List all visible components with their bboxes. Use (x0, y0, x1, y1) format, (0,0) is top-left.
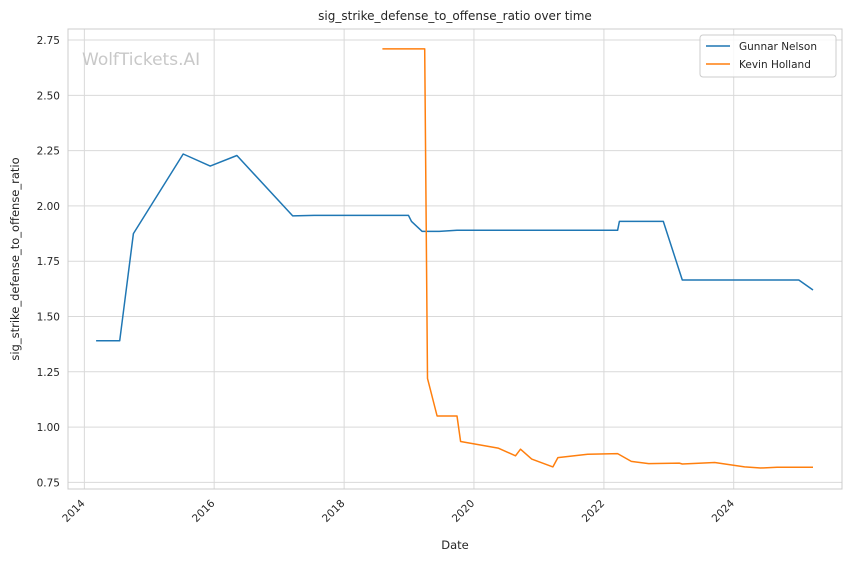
legend-label-gunnar-nelson: Gunnar Nelson (739, 41, 817, 53)
chart-title: sig_strike_defense_to_offense_ratio over… (318, 9, 592, 23)
legend-label-kevin-holland: Kevin Holland (739, 59, 811, 71)
legend-box (699, 34, 837, 78)
y-axis: 0.75 1.00 1.25 1.50 1.75 2.00 2.25 2.50 2.75 (37, 35, 60, 489)
series-layer (96, 48, 814, 469)
series-line-gunnar-nelson (96, 153, 814, 342)
watermark-text: WolfTickets.AI (82, 50, 200, 70)
series-line-kevin-holland (382, 48, 813, 469)
y-axis-label: sig_strike_defense_to_offense_ratio (8, 157, 22, 360)
y-tick-label: 1.00 (37, 422, 60, 434)
x-axis-label: Date (441, 538, 469, 552)
legend: Gunnar Nelson Kevin Holland (699, 34, 837, 78)
y-tick-label: 1.50 (37, 312, 60, 324)
y-tick-label: 1.75 (37, 256, 60, 268)
y-tick-label: 2.75 (37, 35, 60, 47)
y-tick-label: 2.50 (37, 90, 60, 102)
y-tick-label: 0.75 (37, 477, 60, 489)
plot-area (67, 28, 843, 490)
grid (68, 29, 842, 489)
y-tick-label: 2.25 (37, 146, 60, 158)
y-tick-label: 1.25 (37, 367, 60, 379)
y-tick-label: 2.00 (37, 201, 60, 213)
